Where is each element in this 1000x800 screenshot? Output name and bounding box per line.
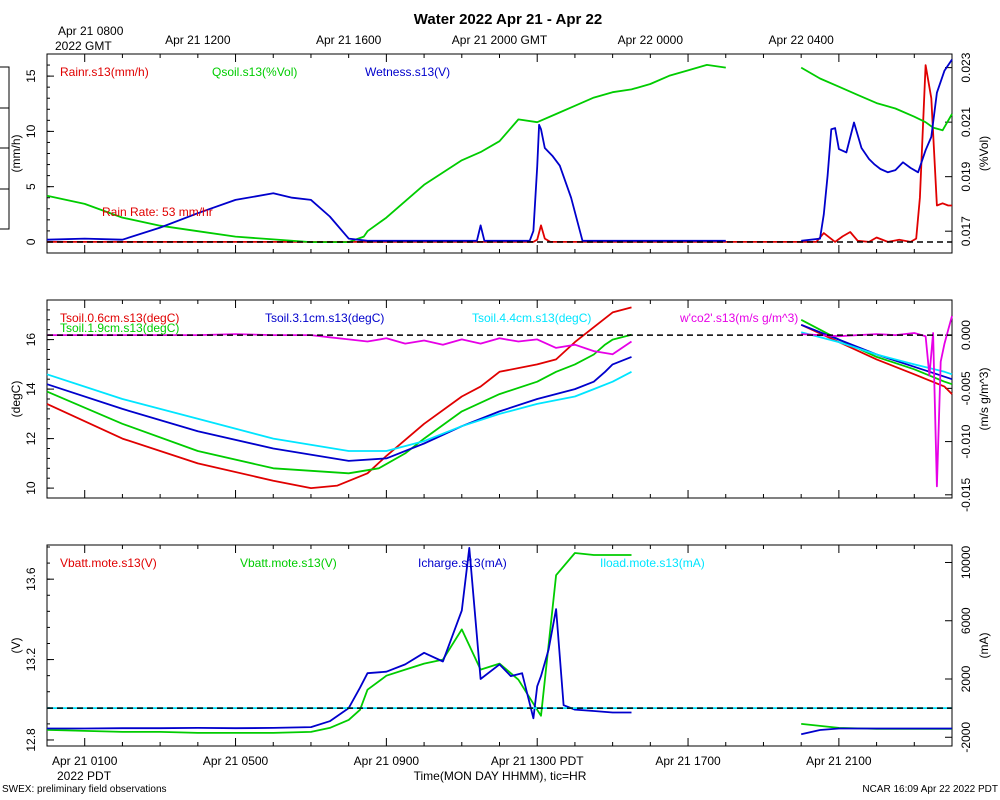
- legend-tsoil-1-9: Tsoil.1.9cm.s13(degC): [60, 321, 179, 335]
- bottom-axis-tick-label: Apr 21 0100: [52, 754, 118, 768]
- legend-iload: Iload.mote.s13(mA): [600, 556, 705, 570]
- y-tick-label-right: 0.023: [959, 52, 973, 82]
- series-line-tsoil-0-6cm-s13-degc--red: [46, 306, 953, 489]
- top-axis-tick-label: Apr 21 1200: [165, 33, 231, 47]
- chart-title: Water 2022 Apr 21 - Apr 22: [414, 11, 602, 28]
- series-line-qsoil-s13-vol--green: [46, 64, 953, 243]
- y-axis-label-right: (mA): [977, 633, 991, 659]
- y-axis-label-left: (degC): [9, 381, 23, 418]
- bottom-axis-tick-label: Apr 21 0900: [354, 754, 420, 768]
- series-line-tsoil-3-1cm-s13-degc--blue: [46, 323, 953, 462]
- panel-soil-temperature: 10 12 14 16 (degC) 0.000 -0.005 -0.010 -0.015 (m/…: [9, 299, 991, 512]
- top-axis-corner-line1: Apr 21 0800: [58, 24, 124, 38]
- top-time-axis: Apr 21 1200 Apr 21 1600 Apr 21 2000 GMT Apr…: [165, 33, 834, 47]
- bottom-axis-tick-label: Apr 21 1300 PDT: [491, 754, 584, 768]
- y-axis-label-left: (mm/h): [9, 135, 23, 173]
- panel-frame: [46, 53, 953, 254]
- y-axis-label-right: (m/s g/m^3): [977, 368, 991, 431]
- footer-left-note: SWEX: preliminary field observations: [2, 784, 167, 795]
- panel-power: 12.8 13.2 13.6 (V) -2000 2000 6000 10000 (mA): [9, 544, 991, 753]
- y-tick-label-left: 15: [24, 69, 38, 83]
- bottom-axis-tick-label: Apr 21 0500: [203, 754, 269, 768]
- top-axis-tick-label: Apr 22 0000: [618, 33, 684, 47]
- legend-wetness: Wetness.s13(V): [365, 65, 450, 79]
- legend-tsoil-0-6: Tsoil.0.6cm.s13(degC): [60, 311, 179, 325]
- series-line-icharge-s13-ma--blue: [47, 547, 952, 736]
- legend-rainr: Rainr.s13(mm/h): [60, 65, 149, 79]
- y-tick-label-right: 0.017: [959, 216, 973, 246]
- panel-frame: [46, 299, 953, 499]
- y-tick-label-left: 13.2: [24, 648, 38, 672]
- legend-qsoil: Qsoil.s13(%Vol): [212, 65, 297, 79]
- y-tick-label-left: 14: [24, 382, 38, 396]
- y-tick-label-right: -2000: [959, 722, 973, 753]
- bottom-time-axis: Apr 21 0100 Apr 21 0500 Apr 21 0900 Apr 21 …: [52, 754, 872, 768]
- legend-water: Rainr.s13(mm/h) Qsoil.s13(%Vol) Wetness.…: [60, 65, 450, 219]
- series-line-wetness-s13-v--blue: [46, 58, 953, 242]
- footer-right-note: NCAR 16:09 Apr 22 2022 PDT: [862, 784, 998, 795]
- legend-tsoil-3-1: Tsoil.3.1cm.s13(degC): [265, 311, 384, 325]
- series-line-w-co2-s13-m-s-g-m-3--magenta: [47, 315, 953, 488]
- y-tick-label-right: 2000: [959, 665, 973, 692]
- top-axis-corner-line2: 2022 GMT: [55, 39, 112, 53]
- legend-vbatt-red: Vbatt.mote.s13(V): [60, 556, 157, 570]
- y-tick-label-right: -0.005: [959, 371, 973, 405]
- legend-icharge: Icharge.s13(mA): [418, 556, 507, 570]
- y-tick-label-left: 10: [24, 124, 38, 138]
- legend-vbatt-green: Vbatt.mote.s13(V): [240, 556, 337, 570]
- top-axis-tick-label: Apr 21 2000 GMT: [452, 33, 548, 47]
- y-tick-label-right: -0.015: [959, 477, 973, 511]
- x-axis-label: Time(MON DAY HHMM), tic=HR: [414, 769, 587, 783]
- panel-frame: [46, 544, 953, 747]
- top-axis-tick-label: Apr 22 0400: [768, 33, 834, 47]
- y-tick-label-left: 13.6: [24, 567, 38, 591]
- left-edge-scale-marks: [0, 66, 10, 230]
- bottom-year-label: 2022 PDT: [57, 769, 112, 783]
- legend-tsoil-4-4: Tsoil.4.4cm.s13(degC): [472, 311, 591, 325]
- legend-wco2: w'co2'.s13(m/s g/m^3): [679, 311, 798, 325]
- y-tick-label-right: -0.010: [959, 424, 973, 458]
- y-tick-label-right: 0.021: [959, 107, 973, 137]
- top-axis-tick-label: Apr 21 1600: [316, 33, 382, 47]
- legend-temperature: Tsoil.0.6cm.s13(degC) Tsoil.1.9cm.s13(de…: [60, 311, 798, 335]
- y-tick-label-right: 0.000: [959, 320, 973, 350]
- y-tick-label-right: 0.019: [959, 161, 973, 191]
- panel-water: 0 5 10 15 (mm/h) 0.017 0.019 0.021 0.023 (%Vol): [9, 52, 991, 254]
- y-axis-label-right: (%Vol): [977, 136, 991, 171]
- series-line-tsoil-1-9cm-s13-degc--green: [46, 319, 953, 475]
- legend-power: Vbatt.mote.s13(V) Vbatt.mote.s13(V) Icha…: [60, 556, 705, 570]
- y-tick-label-left: 0: [24, 238, 38, 245]
- y-tick-label-right: 10000: [959, 545, 973, 579]
- y-tick-label-left: 12: [24, 432, 38, 446]
- bottom-axis-tick-label: Apr 21 2100: [806, 754, 872, 768]
- y-tick-label-left: 16: [24, 333, 38, 347]
- bottom-axis-tick-label: Apr 21 1700: [655, 754, 721, 768]
- series-line-tsoil-4-4cm-s13-degc--cyan: [46, 331, 953, 452]
- series-line-vbatt-mote-s13-v--green: [46, 552, 952, 734]
- rain-rate-annotation: Rain Rate: 53 mm/hr: [102, 205, 213, 219]
- y-tick-label-left: 12.8: [24, 728, 38, 752]
- y-tick-label-left: 10: [24, 481, 38, 495]
- y-tick-label-right: 6000: [959, 607, 973, 634]
- y-tick-label-left: 5: [24, 183, 38, 190]
- y-axis-label-left: (V): [9, 638, 23, 654]
